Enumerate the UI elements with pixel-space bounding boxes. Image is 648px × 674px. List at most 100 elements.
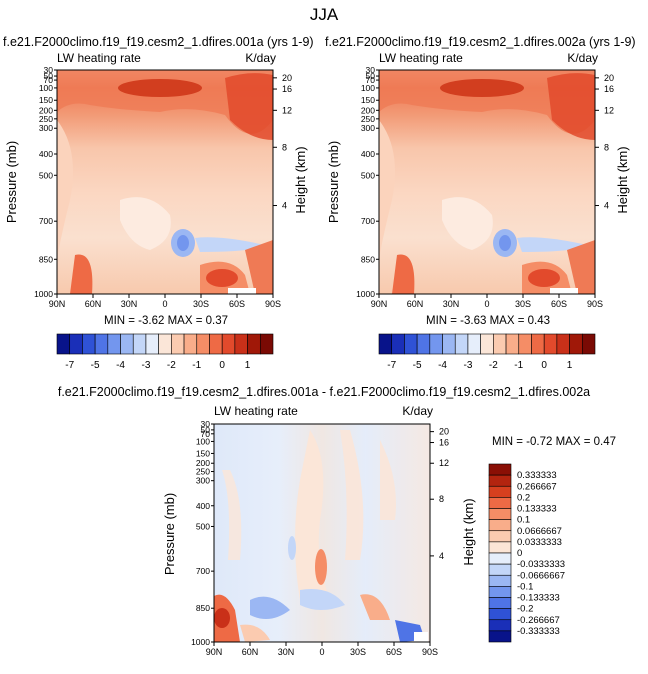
latitude-tick-label: 60S <box>551 299 567 309</box>
pressure-tick-label: 200 <box>196 458 210 468</box>
height-tick-label: 8 <box>439 494 444 504</box>
colorbar-label: -0.0666667 <box>517 570 565 581</box>
panel-c-colorbar: 0.3333330.2666670.20.1333330.10.06666670… <box>488 463 565 643</box>
height-tick-label: 16 <box>282 84 292 94</box>
pressure-tick-label: 200 <box>361 105 375 115</box>
latitude-tick-label: 60S <box>386 647 402 657</box>
colorbar-label: 1 <box>567 360 573 371</box>
latitude-tick-label: 90N <box>49 299 66 309</box>
pressure-tick-label: 1000 <box>191 637 210 647</box>
colorbar-label: -0.0333333 <box>517 559 565 570</box>
pressure-tick-label: 700 <box>361 216 375 226</box>
pressure-tick-label: 500 <box>196 521 210 531</box>
height-tick-label: 20 <box>439 427 449 437</box>
latitude-tick-label: 60N <box>85 299 102 309</box>
latitude-tick-label: 0 <box>484 299 489 309</box>
pressure-tick-label: 300 <box>361 123 375 133</box>
colorbar-swatch <box>505 333 520 355</box>
colorbar-swatch <box>488 519 512 532</box>
colorbar-label: 0.2 <box>517 492 530 503</box>
colorbar-swatch <box>158 333 172 355</box>
colorbar-swatch <box>378 333 393 355</box>
latitude-tick-label: 30N <box>278 647 295 657</box>
colorbar-swatch <box>488 508 512 520</box>
colorbar-swatch <box>488 586 512 598</box>
panel-c-stats: MIN = -0.72 MAX = 0.47 <box>492 436 616 448</box>
colorbar-swatch <box>556 333 570 355</box>
pressure-tick-label: 300 <box>39 123 53 133</box>
pressure-tick-label: 500 <box>361 170 375 180</box>
pressure-tick-label: 100 <box>361 83 375 93</box>
panel-c-plot-area <box>213 423 431 643</box>
colorbar-swatch <box>569 333 583 355</box>
panel-a: f.e21.F2000climo.f19_f19.cesm2_1.dfires.… <box>3 35 314 327</box>
height-tick-label: 16 <box>604 84 614 94</box>
colorbar-swatch <box>493 333 507 355</box>
pressure-tick-label: 250 <box>39 114 53 124</box>
colorbar-label: 0 <box>517 548 522 559</box>
colorbar-swatch <box>183 333 198 355</box>
colorbar-label: 0.0333333 <box>517 537 562 548</box>
colorbar-swatch <box>259 333 274 355</box>
pressure-tick-label: 500 <box>39 170 53 180</box>
colorbar-swatch <box>94 333 109 355</box>
colorbar-label: -4 <box>438 360 447 371</box>
panel-a-variable-label: LW heating rate <box>57 51 141 65</box>
colorbar-label: 0.266667 <box>517 481 557 492</box>
panel-b-plot-area <box>378 69 596 295</box>
colorbar-swatch <box>69 333 83 355</box>
panel-c-units-label: K/day <box>402 404 433 418</box>
height-tick-label: 12 <box>604 105 614 115</box>
colorbar-label: 1 <box>245 360 251 371</box>
colorbar-label: -3 <box>463 360 472 371</box>
pressure-tick-label: 850 <box>39 254 53 264</box>
pressure-tick-label: 300 <box>196 476 210 486</box>
colorbar-label: 0.0666667 <box>517 526 562 537</box>
pressure-tick-label: 400 <box>361 149 375 159</box>
colorbar-label: -1 <box>192 360 201 371</box>
pressure-tick-label: 400 <box>39 149 53 159</box>
colorbar-swatch <box>488 497 512 509</box>
panel-a-title: f.e21.F2000climo.f19_f19.cesm2_1.dfires.… <box>3 35 314 49</box>
panel-a-y-axis-label: Pressure (mb) <box>4 141 19 223</box>
colorbar-swatch <box>247 333 261 355</box>
colorbar-swatch <box>488 619 512 632</box>
panel-a-stats: MIN = -3.62 MAX = 0.37 <box>104 315 228 327</box>
latitude-tick-label: 30S <box>515 299 531 309</box>
colorbar-swatch <box>488 608 512 621</box>
pressure-tick-label: 150 <box>361 95 375 105</box>
latitude-tick-label: 90S <box>265 299 281 309</box>
pressure-tick-label: 100 <box>196 436 210 446</box>
colorbar-swatch <box>467 333 481 355</box>
colorbar-swatch <box>488 541 512 554</box>
pressure-tick-label: 50 <box>201 425 211 435</box>
pressure-tick-label: 50 <box>44 71 54 81</box>
pressure-tick-label: 150 <box>39 95 53 105</box>
colorbar-swatch <box>543 333 558 355</box>
panel-b-stats: MIN = -3.63 MAX = 0.43 <box>426 315 550 327</box>
colorbar-swatch <box>488 530 512 543</box>
pressure-tick-label: 250 <box>361 114 375 124</box>
page-title: JJA <box>310 5 339 24</box>
colorbar-swatch <box>209 333 223 355</box>
height-tick-label: 12 <box>439 458 449 468</box>
latitude-tick-label: 30N <box>121 299 138 309</box>
colorbar-label: -0.266667 <box>517 615 560 626</box>
height-tick-label: 4 <box>439 551 444 561</box>
colorbar-swatch <box>531 333 545 355</box>
colorbar-swatch <box>107 333 121 355</box>
colorbar-swatch <box>132 333 147 355</box>
colorbar-label: -0.133333 <box>517 593 560 604</box>
colorbar-swatch <box>391 333 405 355</box>
colorbar-label: -5 <box>91 360 100 371</box>
panel-a-y-axis-right-label: Height (km) <box>293 146 308 213</box>
colorbar-swatch <box>518 333 532 355</box>
latitude-tick-label: 90S <box>587 299 603 309</box>
colorbar-label: -3 <box>141 360 150 371</box>
panel-b-title: f.e21.F2000climo.f19_f19.cesm2_1.dfires.… <box>325 35 636 49</box>
pressure-tick-label: 400 <box>196 501 210 511</box>
latitude-tick-label: 90N <box>371 299 388 309</box>
panel-b-colorbar: -7 -5 -4 -3 -2 -1 0 1 <box>378 333 596 371</box>
latitude-tick-label: 60S <box>229 299 245 309</box>
